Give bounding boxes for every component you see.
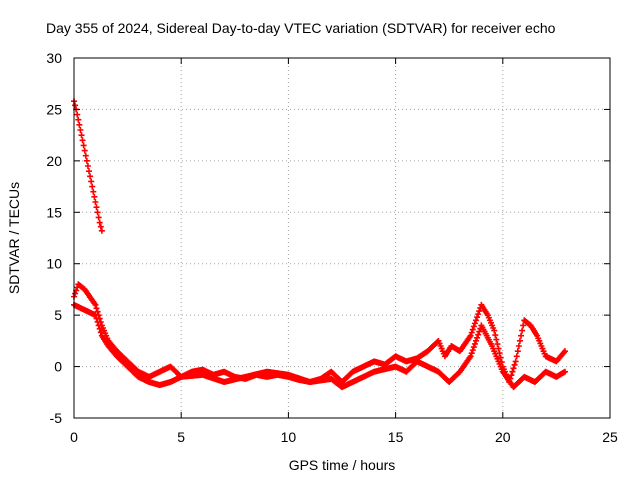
data-point <box>93 305 100 312</box>
data-point <box>93 315 100 322</box>
data-point <box>94 308 101 315</box>
data-point <box>77 127 84 133</box>
data-point <box>518 332 525 339</box>
data-point <box>94 319 101 325</box>
x-tick-label: 15 <box>388 429 404 445</box>
data-point <box>508 372 515 379</box>
data-point <box>519 327 526 334</box>
data-point <box>92 199 99 205</box>
data-point <box>469 326 476 333</box>
data-point <box>88 178 95 185</box>
data-point <box>475 331 482 338</box>
data-point <box>514 348 521 355</box>
data-point <box>473 337 479 344</box>
data-point <box>92 312 99 319</box>
data-point <box>97 223 104 230</box>
data-point <box>83 157 90 164</box>
y-tick-label: 0 <box>54 359 62 375</box>
data-point <box>509 368 516 375</box>
data-point <box>476 308 483 315</box>
y-tick-label: 25 <box>46 101 62 117</box>
data-point <box>467 332 474 339</box>
data-point <box>76 121 83 128</box>
data-point <box>471 340 478 347</box>
data-point <box>90 188 97 195</box>
x-tick-label: 5 <box>177 429 185 445</box>
data-points <box>71 98 568 391</box>
data-point <box>494 341 501 348</box>
data-point <box>473 317 479 324</box>
y-tick-label: 10 <box>46 256 62 272</box>
x-tick-label: 20 <box>495 429 511 445</box>
data-point <box>513 353 520 360</box>
y-tick-label: 5 <box>54 307 62 323</box>
x-tick-label: 0 <box>70 429 78 445</box>
data-point <box>511 361 518 368</box>
data-point <box>474 314 481 321</box>
data-point <box>72 290 79 297</box>
data-point <box>512 358 519 365</box>
data-point <box>491 327 498 334</box>
data-point <box>86 168 93 175</box>
data-point <box>497 354 504 361</box>
grid <box>74 58 610 418</box>
data-point <box>561 368 568 375</box>
data-point <box>81 147 88 154</box>
data-point <box>476 328 483 335</box>
y-tick-label: 30 <box>46 50 62 66</box>
data-point <box>97 329 104 336</box>
data-point <box>467 353 474 360</box>
tick-labels: 0 5 10 15 20 25 -5 0 5 10 15 20 25 30 <box>46 50 618 445</box>
data-point <box>561 348 568 355</box>
data-point <box>79 137 86 144</box>
data-point <box>495 345 502 352</box>
data-point <box>89 183 96 190</box>
data-point <box>72 102 79 109</box>
data-point <box>470 323 477 330</box>
data-point <box>92 301 99 308</box>
data-point <box>474 334 481 341</box>
data-point <box>468 350 475 357</box>
data-point <box>98 227 105 234</box>
data-point <box>84 163 91 169</box>
data-point <box>82 152 89 159</box>
chart-title: Day 355 of 2024, Sidereal Day-to-day VTE… <box>46 20 556 36</box>
axis-ticks <box>73 57 611 419</box>
data-point <box>515 343 522 349</box>
data-point <box>468 329 475 336</box>
data-point <box>78 132 85 139</box>
x-tick-label: 25 <box>602 429 618 445</box>
data-point <box>516 337 523 344</box>
data-point <box>475 311 482 318</box>
data-point <box>91 193 98 200</box>
data-point <box>493 336 500 343</box>
data-point <box>74 111 81 118</box>
data-point <box>75 116 82 123</box>
x-tick-label: 10 <box>281 429 297 445</box>
data-point <box>471 320 478 327</box>
plot-frame <box>73 57 611 419</box>
data-point <box>510 365 517 372</box>
data-point <box>96 219 103 226</box>
data-point <box>492 332 499 339</box>
data-point <box>95 322 102 329</box>
y-tick-label: 20 <box>46 153 62 169</box>
data-point <box>96 325 103 332</box>
y-axis-label: SDTVAR / TECUs <box>6 182 22 294</box>
data-point <box>80 142 87 149</box>
data-point <box>470 344 477 351</box>
y-tick-label: 15 <box>46 204 62 220</box>
data-point <box>87 173 94 180</box>
data-point <box>94 209 101 216</box>
data-point <box>93 204 100 211</box>
x-axis-label: GPS time / hours <box>289 457 396 473</box>
data-point <box>469 347 476 354</box>
data-point <box>520 322 527 329</box>
y-tick-label: -5 <box>50 410 63 426</box>
data-point <box>95 214 102 221</box>
